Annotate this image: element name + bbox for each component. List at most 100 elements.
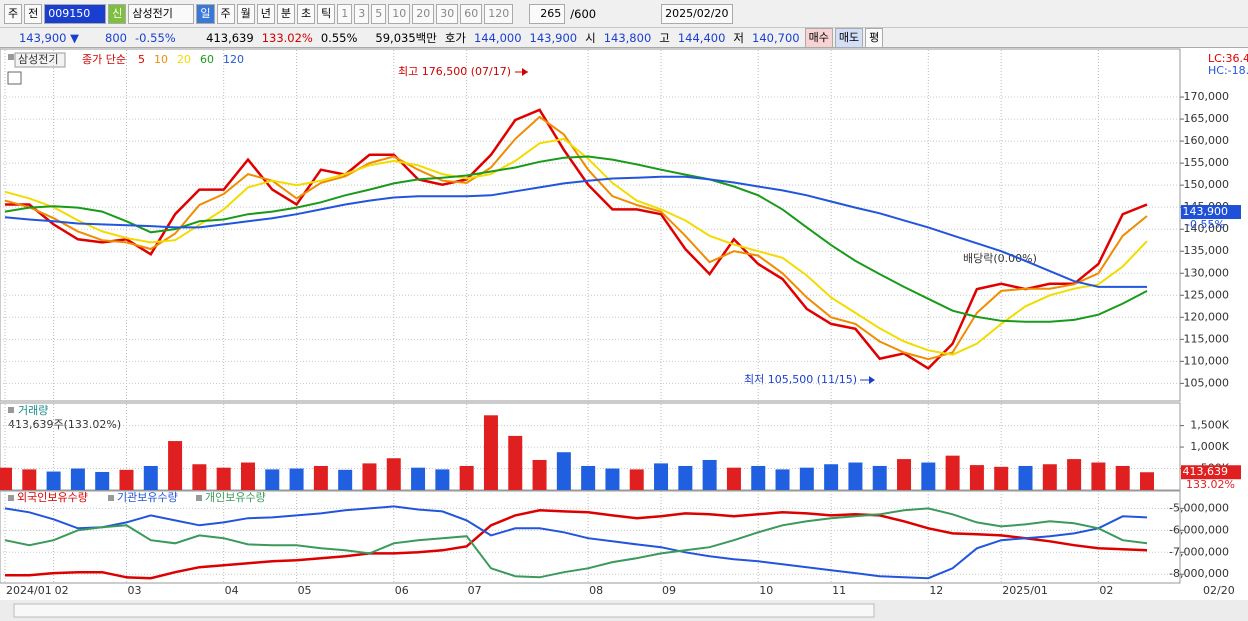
bar: [483, 415, 498, 490]
count-max: /600: [570, 6, 597, 21]
period-button[interactable]: 일: [196, 3, 215, 24]
bar: [240, 462, 255, 490]
quote-label: 호가: [444, 30, 466, 45]
amount: 59,035백만: [375, 30, 437, 45]
legend-entry: 10: [154, 53, 168, 66]
bar: [1067, 459, 1082, 490]
y-tick-label: 140,000: [1184, 222, 1230, 235]
bar: [46, 471, 61, 490]
bar: [969, 465, 984, 490]
x-tick-label: 10: [759, 584, 773, 597]
period-button[interactable]: 월: [236, 3, 255, 24]
change-rate: -0.55%: [135, 30, 176, 45]
code-input[interactable]: 009150: [44, 3, 107, 24]
x-tick-label: 08: [589, 584, 603, 597]
series-line: [4, 505, 1148, 580]
date-input[interactable]: 2025/02/20: [661, 3, 734, 24]
bar: [411, 467, 426, 490]
period-button[interactable]: 초: [297, 3, 316, 24]
legend-icon: [8, 407, 14, 413]
price: 143,900 ▼: [18, 30, 79, 45]
legend-icon: [196, 495, 202, 501]
legend-entry: 5: [138, 53, 145, 66]
interval-button[interactable]: 20: [412, 3, 435, 24]
interval-button[interactable]: 10: [388, 3, 411, 24]
last-value-box: [1181, 465, 1241, 480]
bar: [0, 467, 12, 490]
series-line: [4, 507, 1148, 579]
high-label: 고: [659, 30, 670, 45]
interval-button[interactable]: 3: [354, 3, 370, 24]
bar: [1042, 464, 1057, 490]
open-label: 시: [585, 30, 596, 45]
prefix-button[interactable]: 전: [24, 3, 43, 24]
low: 140,700: [752, 30, 800, 45]
volume-rate: 133.02%: [261, 30, 313, 45]
period-button[interactable]: 틱: [317, 3, 336, 24]
title-box: [14, 52, 66, 68]
bar: [848, 462, 863, 490]
y-tick-label: -7,000,000: [1169, 545, 1229, 558]
interval-button[interactable]: 60: [460, 3, 483, 24]
count-input[interactable]: 265: [529, 3, 566, 24]
holding-panel: [0, 490, 1181, 584]
interval-button[interactable]: 1: [337, 3, 353, 24]
chart-subtitle: 종가 단순: [82, 53, 126, 66]
x-tick-label: 12: [929, 584, 943, 597]
interval-button[interactable]: 30: [436, 3, 459, 24]
x-tick-label: 03: [127, 584, 141, 597]
sell-button[interactable]: 매도: [834, 27, 864, 48]
y-tick-label: -6,000,000: [1169, 523, 1229, 536]
volume: 413,639: [206, 30, 254, 45]
y-tick-label: 105,000: [1184, 376, 1230, 389]
buy-button[interactable]: 매수: [804, 27, 833, 48]
stock-name[interactable]: 삼성전기: [128, 3, 195, 24]
bar: [265, 469, 280, 490]
y-tick-label: 1,500K: [1190, 419, 1229, 432]
period-button[interactable]: 년: [256, 3, 275, 24]
bar: [95, 471, 110, 490]
open: 143,800: [603, 30, 652, 45]
bar: [897, 459, 912, 490]
market-select[interactable]: 주: [4, 3, 23, 24]
legend-icon: [8, 54, 14, 60]
legend-entry: 외국인보유수량: [17, 491, 88, 504]
bar: [70, 468, 85, 490]
bar: [192, 464, 207, 490]
avg-button[interactable]: 평: [865, 27, 884, 48]
y-tick-label: 130,000: [1184, 266, 1230, 279]
annotation-arrowhead: [869, 376, 875, 384]
period-button[interactable]: 주: [216, 3, 235, 24]
change: 800: [105, 30, 127, 45]
turnover: 0.55%: [320, 30, 358, 45]
bar: [556, 452, 571, 490]
bar: [386, 458, 401, 490]
x-tick-label: 05: [298, 584, 312, 597]
scroll-track[interactable]: [13, 603, 875, 618]
x-tick-label: 2024/01: [6, 584, 52, 597]
y-tick-label: 160,000: [1184, 134, 1230, 147]
bar: [824, 464, 839, 490]
x-tick-label: 06: [395, 584, 409, 597]
x-tick-label: 02: [55, 584, 69, 597]
legend-entry: 120: [223, 53, 244, 66]
period-button[interactable]: 분: [276, 3, 295, 24]
last-change-label: 133.02%: [1186, 478, 1235, 491]
interval-button[interactable]: 120: [484, 3, 514, 24]
y-tick-label: 170,000: [1184, 90, 1230, 103]
y-tick-label: 155,000: [1184, 156, 1230, 169]
bar: [216, 467, 231, 490]
y-tick-label: 1,000K: [1190, 440, 1229, 453]
hc-label: HC:-18.47: [1208, 64, 1248, 77]
legend-entry: 기관보유수량: [117, 491, 178, 504]
x-tick-label: 02: [1099, 584, 1113, 597]
bar: [629, 469, 644, 490]
x-end-label: 02/20: [1203, 584, 1235, 597]
chart-title: 거래량: [18, 404, 48, 417]
legend-entry: 60: [200, 53, 214, 66]
bar: [1140, 472, 1154, 490]
interval-button[interactable]: 5: [371, 3, 387, 24]
bar: [702, 459, 717, 490]
y-tick-label: 165,000: [1184, 112, 1230, 125]
